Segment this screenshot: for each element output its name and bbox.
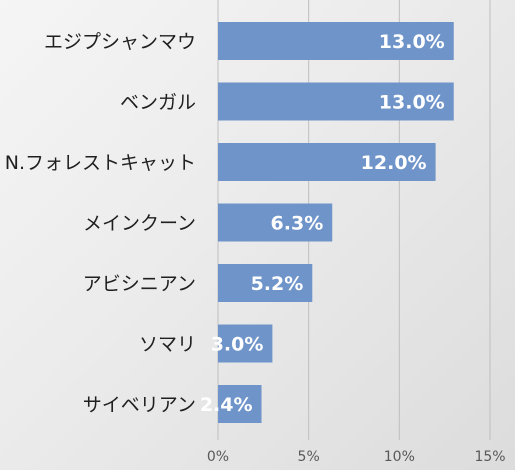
data-label: 5.2% [251,273,304,295]
bar [218,82,454,121]
bar [218,385,262,423]
data-label: 2.4% [200,394,253,416]
x-tick-label: 15% [474,449,505,465]
category-label: ベンガル [120,92,196,114]
data-label: 12.0% [361,152,427,174]
category-label: サイベリアン [83,394,196,416]
x-tick-label: 5% [298,449,320,465]
category-label: ソマリ [139,334,196,356]
bar [218,203,333,242]
bars [218,22,454,423]
bar [218,22,454,60]
category-label: アビシニアン [83,273,196,295]
x-tick-label: 10% [384,449,415,465]
category-label: メインクーン [83,213,196,235]
data-label: 6.3% [271,213,324,235]
x-tick-label: 0% [207,449,229,465]
bar [218,143,436,181]
data-label: 13.0% [379,31,445,53]
category-label: エジプシャンマウ [44,31,196,53]
bar [218,324,273,363]
category-label: N.フォレストキャット [5,152,196,174]
x-axis-ticks: 0% 5% 10% 15% [207,449,506,465]
value-labels: 13.0% 13.0% 12.0% 6.3% 5.2% 3.0% 2.4% [200,31,445,416]
data-label: 3.0% [211,334,264,356]
data-label: 13.0% [379,92,445,114]
bar [218,264,313,302]
